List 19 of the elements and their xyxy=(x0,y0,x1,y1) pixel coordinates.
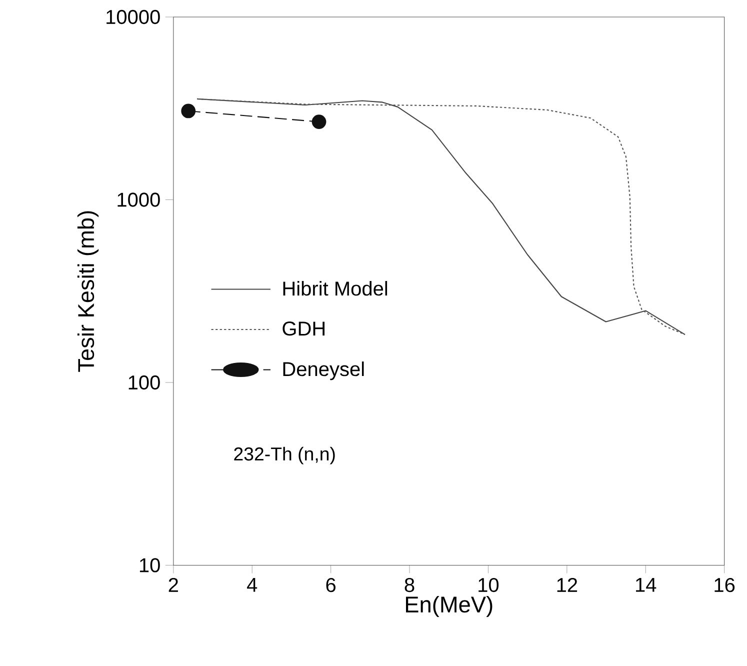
line-series xyxy=(196,98,686,335)
x-tick-label: 14 xyxy=(636,578,656,592)
x-tick-label: 4 xyxy=(247,578,258,592)
y-tick-label: 10 xyxy=(140,558,160,572)
x-tick-label: 12 xyxy=(557,578,578,592)
x-tick-label: 2 xyxy=(168,578,178,592)
x-tick-label: 10 xyxy=(478,578,499,592)
y-tick-label: 1000 xyxy=(118,192,160,207)
y-tick-label: 100 xyxy=(128,375,160,390)
y-axis-title: Tesir Kesiti (mb) xyxy=(77,211,99,372)
x-axis-title: En(MeV) xyxy=(406,596,492,617)
legend-label: GDH xyxy=(282,321,324,336)
x-tick-label: 16 xyxy=(714,578,735,592)
y-tick-label: 10000 xyxy=(106,10,160,24)
annotation: 232-Th (n,n) xyxy=(234,446,335,464)
legend-label: Hibrit Model xyxy=(283,280,388,296)
x-tick-label: 8 xyxy=(404,578,414,592)
x-tick-label: 6 xyxy=(326,578,336,592)
legend-label: Deneysel xyxy=(283,361,364,380)
